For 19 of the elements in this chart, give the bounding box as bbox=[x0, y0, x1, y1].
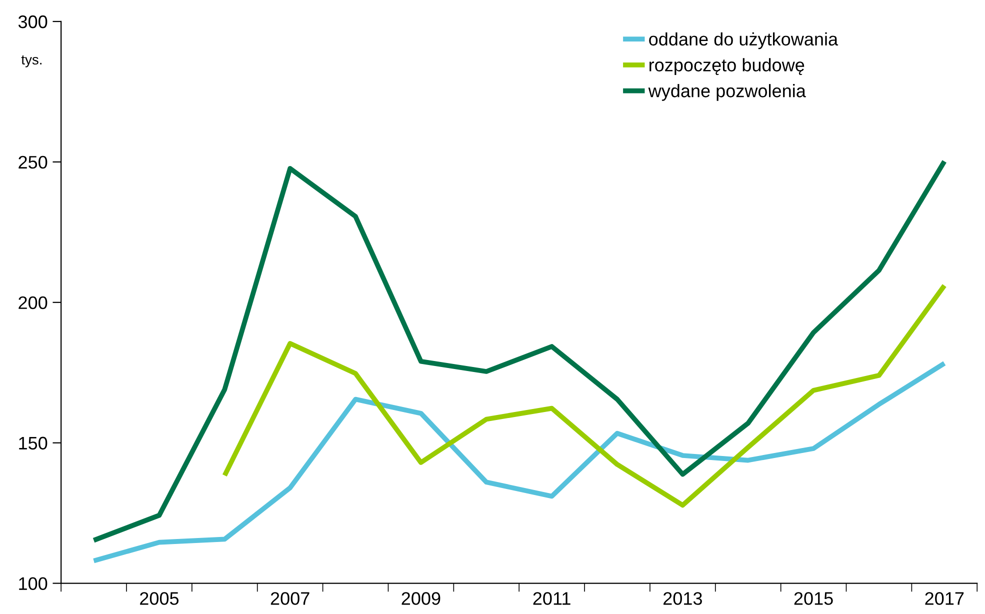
x-tick-label: 2013 bbox=[664, 592, 702, 605]
line-series bbox=[222, 283, 947, 508]
x-tick-label: 2011 bbox=[533, 592, 570, 605]
y-tick-label: 200 bbox=[18, 296, 48, 310]
y-tick-label: 100 bbox=[19, 577, 48, 590]
y-axis-title: tys. bbox=[21, 55, 42, 68]
legend-label: rozpoczęto budowę bbox=[650, 58, 804, 76]
legend-label: oddane do użytkowania bbox=[649, 32, 838, 50]
y-tick-label: 150 bbox=[19, 436, 48, 450]
line-series bbox=[91, 158, 947, 543]
x-tick-label: 2007 bbox=[270, 592, 310, 605]
y-tick-label: 250 bbox=[18, 156, 48, 169]
y-tick-label: 300 bbox=[18, 15, 48, 28]
x-tick-label: 2015 bbox=[794, 592, 833, 605]
x-tick-label: 2009 bbox=[402, 592, 440, 605]
legend-label: wydane pozwolenia bbox=[648, 84, 806, 101]
x-tick-label: 2017 bbox=[925, 592, 964, 605]
x-tick-label: 2005 bbox=[140, 592, 179, 605]
line-series bbox=[91, 360, 947, 564]
